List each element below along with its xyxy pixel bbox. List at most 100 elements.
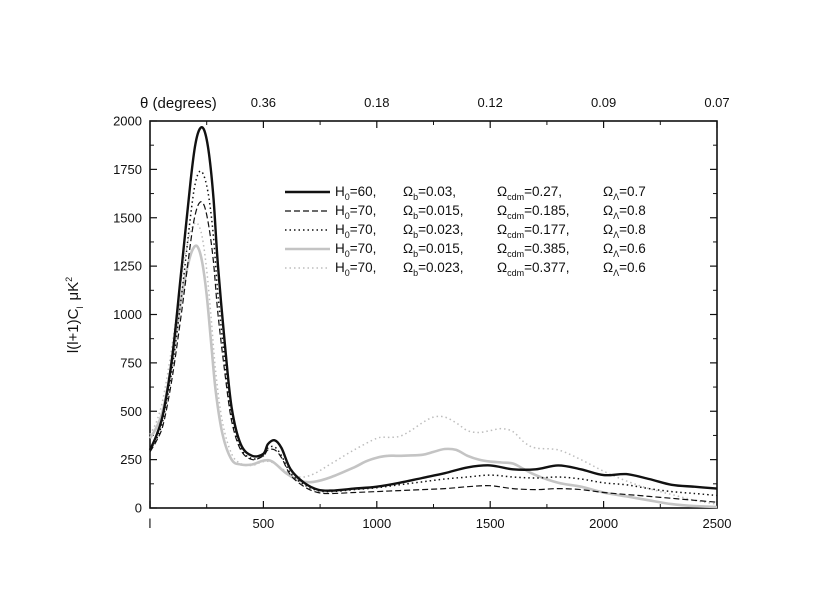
legend-value: =0.377,	[524, 260, 569, 275]
legend-h0: H0=60,	[335, 184, 376, 202]
legend-value: =0.385,	[524, 241, 569, 256]
legend-subscript: 0	[345, 192, 350, 202]
top-tick-label: 0.12	[478, 95, 503, 110]
legend-symbol: Ω	[403, 184, 413, 199]
y-tick-label: 2000	[113, 114, 142, 129]
legend-row-2: H0=70, Ωb=0.015, Ωcdm=0.185, ΩΛ=0.8	[285, 203, 646, 221]
legend-subscript: Λ	[613, 268, 619, 278]
y-tick-label: 250	[120, 452, 142, 467]
legend-subscript: Λ	[613, 192, 619, 202]
legend-row-4: H0=70, Ωb=0.015, Ωcdm=0.385, ΩΛ=0.6	[285, 241, 646, 259]
legend-value: =0.03,	[418, 184, 456, 199]
legend-ol: ΩΛ=0.7	[603, 184, 646, 202]
legend-subscript: cdm	[507, 230, 524, 240]
y-tick-label: 750	[120, 355, 142, 370]
legend-subscript: cdm	[507, 249, 524, 259]
legend-value: =0.8	[619, 222, 646, 237]
legend-subscript: cdm	[507, 268, 524, 278]
plot-frame	[149, 120, 718, 509]
legend-symbol: Ω	[403, 222, 413, 237]
legend-ocdm: Ωcdm=0.177,	[497, 222, 570, 240]
legend-symbol: Ω	[497, 184, 507, 199]
legend-subscript: Λ	[613, 249, 619, 259]
legend-subscript: 0	[345, 211, 350, 221]
legend-ocdm: Ωcdm=0.27,	[497, 184, 562, 202]
legend-value: =0.7	[619, 184, 646, 199]
legend-ob: Ωb=0.015,	[403, 203, 464, 221]
y-tick-label: 0	[135, 501, 142, 516]
legend-symbol: H	[335, 184, 345, 199]
top-axis-title: θ (degrees)	[140, 95, 217, 112]
legend-value: =0.023,	[418, 260, 463, 275]
legend-ob: Ωb=0.023,	[403, 260, 464, 278]
y-axis-title-sub: l	[75, 307, 85, 309]
legend-value: =0.015,	[418, 203, 463, 218]
x-tick-label: 1500	[476, 516, 505, 531]
x-tick-label: 500	[253, 516, 275, 531]
legend-ol: ΩΛ=0.6	[603, 241, 646, 259]
legend-subscript: Λ	[613, 211, 619, 221]
y-axis-title: l(l+1)Cl μK2	[64, 277, 85, 353]
legend-subscript: 0	[345, 268, 350, 278]
axes: 0 250 500 750 1000 1250 1500 1750 2000 l 500 1000 15…	[113, 95, 731, 531]
legend-symbol: Ω	[603, 260, 613, 275]
x-tick-label: 2000	[589, 516, 618, 531]
legend-value: =70,	[350, 222, 377, 237]
legend-subscript: cdm	[507, 211, 524, 221]
x-tick-label: l	[149, 516, 152, 531]
legend-value: =70,	[350, 241, 377, 256]
legend-subscript: b	[413, 192, 418, 202]
legend-subscript: cdm	[507, 192, 524, 202]
top-tick-label: 0.18	[364, 95, 389, 110]
legend-value: =0.27,	[524, 184, 562, 199]
legend-subscript: Λ	[613, 230, 619, 240]
series-line-4	[148, 244, 718, 509]
legend-symbol: Ω	[603, 184, 613, 199]
legend-symbol: Ω	[403, 260, 413, 275]
legend-subscript: b	[413, 249, 418, 259]
legend-symbol: Ω	[603, 241, 613, 256]
legend-ol: ΩΛ=0.6	[603, 260, 646, 278]
legend-symbol: Ω	[497, 241, 507, 256]
legend-value: =0.8	[619, 203, 646, 218]
legend-symbol: H	[335, 260, 345, 275]
legend-symbol: Ω	[603, 222, 613, 237]
legend-value: =0.023,	[418, 222, 463, 237]
legend-ocdm: Ωcdm=0.377,	[497, 260, 570, 278]
legend-subscript: 0	[345, 230, 350, 240]
legend-h0: H0=70,	[335, 241, 376, 259]
legend-value: =70,	[350, 203, 377, 218]
legend-ob: Ωb=0.03,	[403, 184, 456, 202]
legend-ob: Ωb=0.015,	[403, 241, 464, 259]
legend-value: =0.185,	[524, 203, 569, 218]
legend-row-1: H0=60, Ωb=0.03, Ωcdm=0.27, ΩΛ=0.7	[285, 184, 646, 202]
y-tick-label: 1500	[113, 210, 142, 225]
y-tick-label: 1000	[113, 307, 142, 322]
legend-ol: ΩΛ=0.8	[603, 203, 646, 221]
series-lines	[148, 126, 718, 509]
y-axis-title-sup: 2	[64, 277, 74, 282]
legend-subscript: b	[413, 211, 418, 221]
legend-subscript: 0	[345, 249, 350, 259]
legend-h0: H0=70,	[335, 260, 376, 278]
legend-symbol: H	[335, 203, 345, 218]
x-tick-label: 1000	[362, 516, 391, 531]
y-axis-title-unit: μK	[65, 282, 82, 301]
y-tick-label: 1750	[113, 162, 142, 177]
legend-symbol: Ω	[603, 203, 613, 218]
legend-ol: ΩΛ=0.8	[603, 222, 646, 240]
y-tick-label: 500	[120, 404, 142, 419]
legend-ocdm: Ωcdm=0.385,	[497, 241, 570, 259]
legend-value: =0.6	[619, 260, 646, 275]
legend-value: =0.6	[619, 241, 646, 256]
legend-row-3: H0=70, Ωb=0.023, Ωcdm=0.177, ΩΛ=0.8	[285, 222, 646, 240]
legend-symbol: H	[335, 241, 345, 256]
legend-symbol: Ω	[403, 203, 413, 218]
legend-ocdm: Ωcdm=0.185,	[497, 203, 570, 221]
legend-value: =0.177,	[524, 222, 569, 237]
top-tick-label: 0.36	[251, 95, 276, 110]
legend-value: =0.015,	[418, 241, 463, 256]
legend: H0=60, Ωb=0.03, Ωcdm=0.27, ΩΛ=0.7H0=70, Ωb=0…	[285, 184, 646, 278]
legend-h0: H0=70,	[335, 203, 376, 221]
